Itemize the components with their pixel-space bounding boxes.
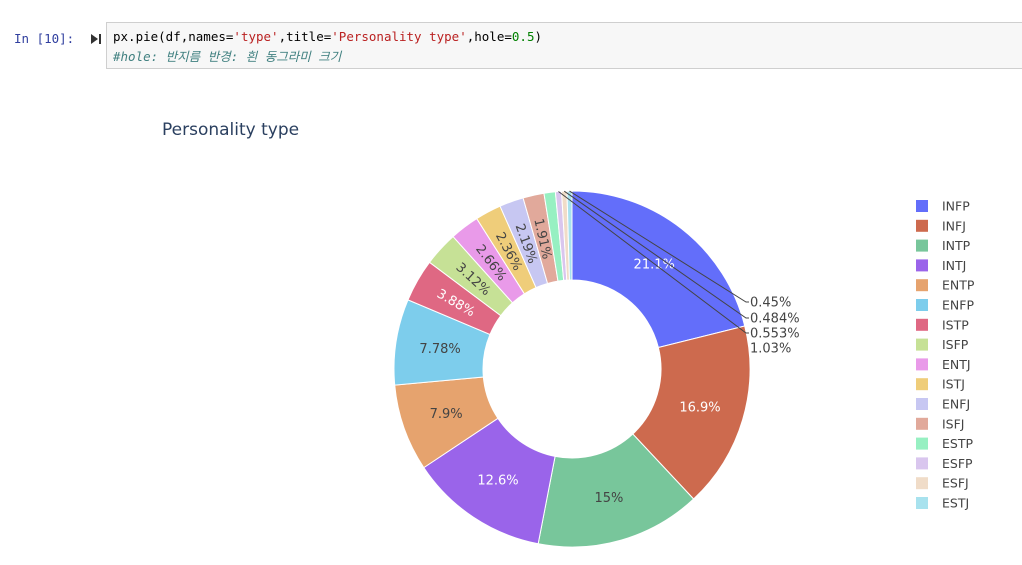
code-token: ,hole= xyxy=(466,29,512,44)
legend-swatch xyxy=(916,279,928,292)
legend-swatch xyxy=(916,259,928,272)
legend-item-enfj: ENFJ xyxy=(942,397,970,412)
code-cell[interactable]: px.pie(df,names='type',title='Personalit… xyxy=(106,22,1022,69)
slice-label: 7.9% xyxy=(430,407,463,422)
legend-swatch xyxy=(916,318,928,331)
legend-swatch xyxy=(916,378,928,391)
pie-slice-intp xyxy=(537,433,695,548)
code-line: px.pie(df,names='type',title='Personalit… xyxy=(113,29,542,44)
slice-label: 21.1% xyxy=(634,257,675,272)
legend-item-entp: ENTP xyxy=(942,278,975,293)
legend-item-entj: ENTJ xyxy=(942,357,971,372)
legend-item-istp: ISTP xyxy=(942,317,969,332)
legend-item-esfj: ESFJ xyxy=(942,476,969,491)
legend-swatch xyxy=(916,477,928,490)
code-token: ) xyxy=(534,29,542,44)
legend-item-esfp: ESFP xyxy=(942,456,973,471)
slice-label: 12.6% xyxy=(477,474,518,489)
legend-item-intj: INTJ xyxy=(942,258,966,273)
legend-item-isfj: ISFJ xyxy=(942,416,965,431)
legend-item-isfp: ISFP xyxy=(942,337,969,352)
legend-swatch xyxy=(916,497,928,509)
slice-label: 15% xyxy=(594,491,623,506)
slice-label-outside: 1.03% xyxy=(750,342,791,357)
cell-prompt: In [10]: xyxy=(14,31,75,46)
leader-line xyxy=(563,190,749,319)
code-string: 'Personality type' xyxy=(331,29,467,44)
legend-swatch xyxy=(916,417,928,430)
code-string: 'type' xyxy=(233,29,279,44)
code-comment: #hole: 반지름 반경: 흰 동그라미 크기 xyxy=(113,49,342,64)
legend-swatch xyxy=(916,299,928,311)
legend-item-estj: ESTJ xyxy=(942,496,969,511)
legend-swatch xyxy=(916,219,928,232)
code-number: 0.5 xyxy=(511,29,535,44)
code-token: px.pie(df,names= xyxy=(113,29,234,44)
legend-swatch xyxy=(916,200,928,212)
leader-line xyxy=(558,191,749,334)
legend-swatch xyxy=(916,398,928,410)
pie-slice-infj xyxy=(632,325,751,500)
legend-item-istj: ISTJ xyxy=(942,377,965,392)
legend-swatch xyxy=(916,358,928,371)
code-token: ,title= xyxy=(278,29,332,44)
legend-item-intp: INTP xyxy=(942,238,971,253)
slice-label: 16.9% xyxy=(679,400,720,415)
run-cell-icon[interactable] xyxy=(90,33,102,45)
pie-slice-estj xyxy=(566,190,573,281)
legend-item-estp: ESTP xyxy=(942,436,973,451)
legend-swatch xyxy=(916,338,928,351)
chart-title: Personality type xyxy=(162,120,300,140)
slice-label: 7.78% xyxy=(419,342,460,357)
legend-swatch xyxy=(916,457,928,470)
leader-line xyxy=(569,190,749,303)
legend-swatch xyxy=(916,239,928,252)
legend-item-enfp: ENFP xyxy=(942,298,974,313)
legend-item-infj: INFJ xyxy=(942,218,966,233)
slice-label-outside: 0.484% xyxy=(750,312,800,327)
slice-label-outside: 0.553% xyxy=(750,327,800,342)
slice-label-outside: 0.45% xyxy=(750,296,791,311)
legend-item-infp: INFP xyxy=(942,199,970,214)
legend-swatch xyxy=(916,437,928,450)
